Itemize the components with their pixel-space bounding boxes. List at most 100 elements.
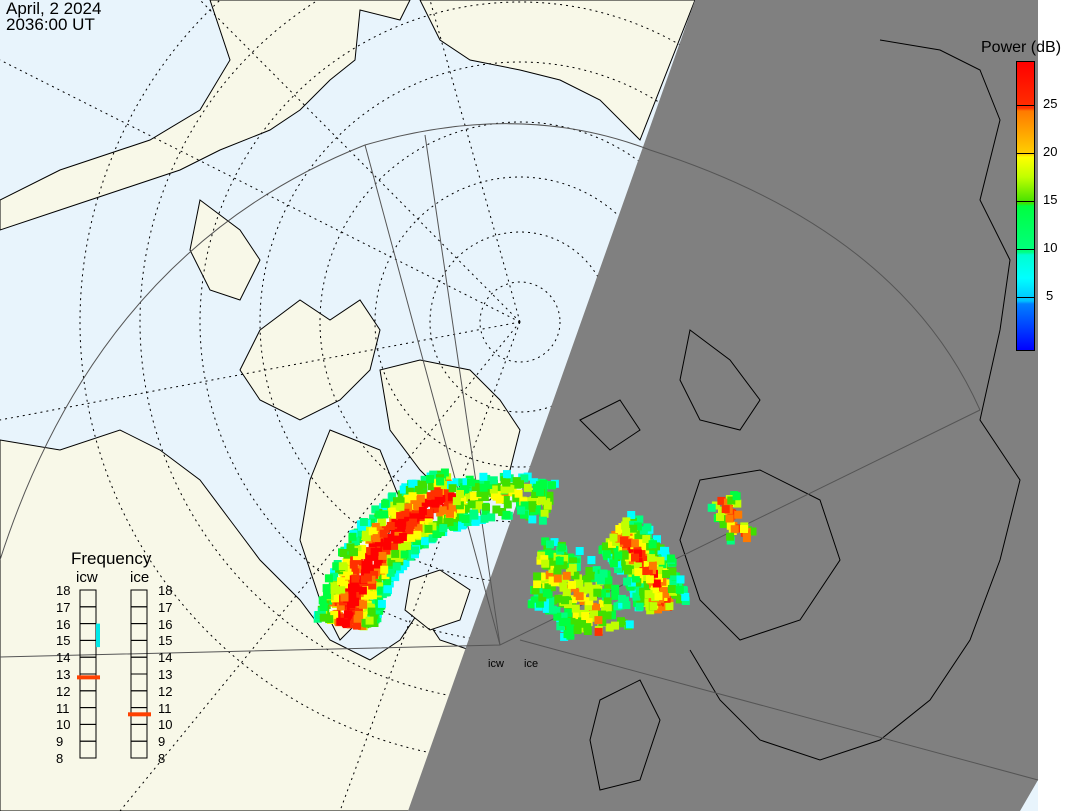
- frequency-scale-label: 9: [56, 734, 64, 750]
- echo-cell: [426, 475, 435, 483]
- echo-cell: [603, 597, 612, 606]
- echo-cell: [641, 581, 649, 590]
- echo-cell: [578, 617, 586, 626]
- echo-cell: [461, 504, 470, 513]
- frequency-panel: [77, 589, 151, 759]
- echo-cell: [649, 602, 658, 611]
- echo-cell: [330, 572, 339, 581]
- echo-cell: [589, 592, 598, 601]
- echo-cell: [346, 543, 355, 552]
- echo-cell: [338, 562, 347, 571]
- echo-cell: [503, 500, 512, 509]
- echo-cell: [623, 577, 632, 586]
- echo-cell: [436, 477, 445, 486]
- echo-cell: [608, 539, 616, 548]
- echo-cell: [502, 478, 511, 487]
- frequency-marker-ice: [128, 712, 151, 717]
- frequency-scale-label: 12: [56, 683, 71, 699]
- frequency-scale-label: 10: [56, 717, 71, 733]
- echo-cell: [559, 612, 568, 621]
- echo-cell: [520, 501, 529, 510]
- echo-cell: [367, 607, 376, 616]
- echo-cell: [396, 502, 405, 511]
- echo-cell: [716, 513, 724, 521]
- echo-cell: [351, 568, 360, 577]
- echo-cell: [639, 587, 648, 596]
- echo-cell: [353, 621, 361, 630]
- echo-cell: [560, 555, 569, 563]
- echo-cell: [440, 481, 449, 489]
- echo-cell: [501, 495, 510, 504]
- echo-cell: [642, 535, 651, 543]
- echo-cell: [569, 595, 578, 604]
- frequency-scale-label: 18: [56, 583, 71, 598]
- echo-cell: [584, 582, 593, 591]
- echo-cell: [558, 578, 567, 587]
- echo-cell: [351, 537, 360, 546]
- night-coastlines: [579, 39, 1021, 791]
- echo-cell: [541, 599, 549, 608]
- echo-cell: [330, 581, 339, 590]
- echo-cell: [531, 490, 540, 498]
- date-label: April, 2 2024: [6, 0, 102, 18]
- echo-cell: [370, 570, 379, 579]
- echo-cell: [432, 530, 441, 538]
- echo-cell: [649, 587, 658, 596]
- landmasses: [0, 0, 696, 811]
- echo-cell: [346, 620, 355, 629]
- echo-cell: [581, 612, 590, 620]
- echo-cell: [429, 470, 438, 479]
- echo-cell: [545, 571, 554, 580]
- echo-cell: [482, 503, 490, 512]
- echo-cell: [711, 501, 720, 510]
- echo-cell: [734, 510, 743, 519]
- echo-cell: [339, 549, 348, 557]
- echo-cell: [584, 602, 593, 611]
- frequency-scale-label: 13: [158, 667, 173, 682]
- echo-cell: [528, 515, 537, 524]
- echo-cell: [353, 528, 362, 537]
- colorbar-title: Power (dB): [981, 39, 1062, 56]
- frequency-scale-label: 17: [56, 599, 71, 615]
- echo-cell: [635, 554, 644, 563]
- echo-cell: [537, 572, 546, 581]
- echo-cell: [557, 543, 566, 552]
- echo-cell: [542, 589, 551, 597]
- echo-cell: [461, 485, 470, 494]
- echo-cell: [369, 514, 378, 523]
- echo-cell: [416, 494, 425, 503]
- echo-cell: [535, 599, 544, 608]
- echo-cell: [727, 496, 736, 505]
- echo-cell: [542, 604, 551, 613]
- echo-cell: [617, 617, 625, 626]
- echo-cell: [540, 509, 549, 518]
- echo-cell: [419, 498, 428, 507]
- echo-cell: [317, 607, 326, 616]
- echo-cell: [669, 572, 678, 581]
- echo-cell: [490, 491, 499, 500]
- echo-cell: [628, 568, 637, 577]
- echo-cell: [562, 588, 571, 597]
- echo-cell: [398, 533, 407, 541]
- echo-cell: [517, 506, 526, 515]
- echo-cell: [455, 501, 464, 510]
- echo-cell: [568, 563, 577, 572]
- echo-cell: [543, 501, 552, 510]
- echo-cell: [632, 592, 641, 601]
- echo-cell: [401, 508, 410, 517]
- echo-cell: [421, 537, 429, 546]
- echo-cell: [648, 561, 657, 570]
- echo-cell: [668, 567, 677, 576]
- echo-cell: [393, 535, 402, 544]
- echo-cell: [443, 501, 452, 510]
- echo-cell: [406, 552, 415, 561]
- echo-cell: [413, 530, 422, 539]
- echo-cell: [598, 599, 607, 608]
- echo-cell: [625, 620, 634, 629]
- echo-cell: [461, 515, 470, 523]
- echo-cell: [386, 522, 395, 530]
- echo-cell: [323, 591, 331, 600]
- echo-cell: [644, 566, 653, 575]
- echo-cell: [381, 524, 390, 533]
- echo-cell: [401, 513, 410, 522]
